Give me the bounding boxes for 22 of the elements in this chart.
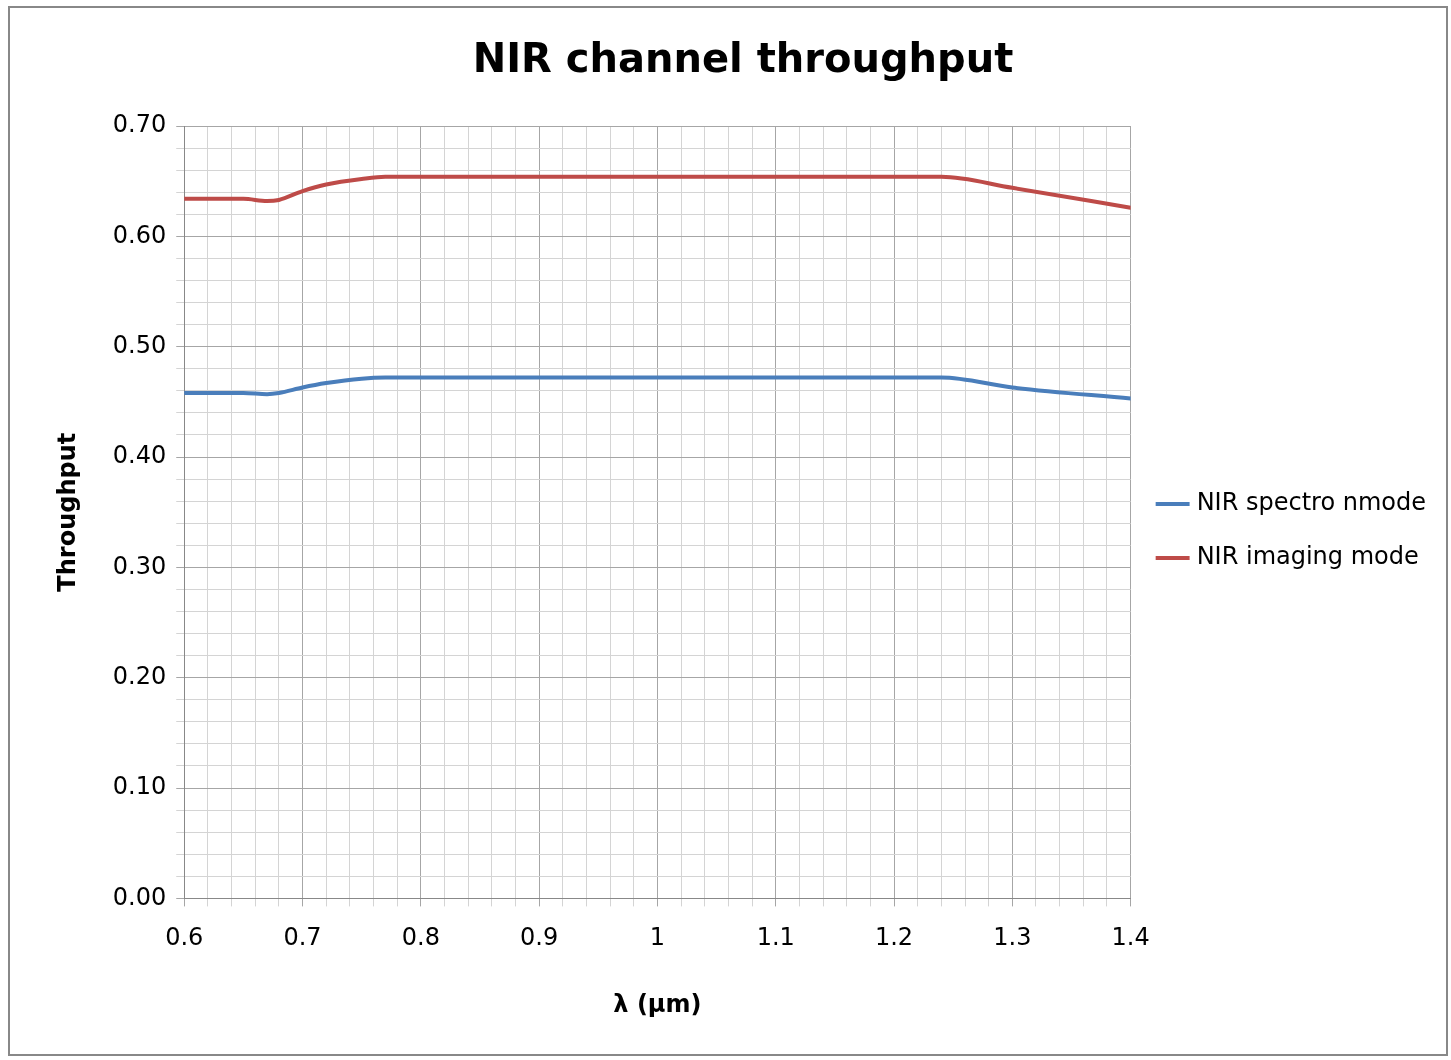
x-tick-label: 1 (649, 923, 666, 952)
x-tick-label: 0.8 (401, 923, 440, 952)
x-tick-label: 1.4 (1111, 923, 1150, 952)
y-tick-label: 0.60 (112, 220, 167, 249)
x-tick-label: 1.3 (993, 923, 1032, 952)
x-tick-label: 1.2 (874, 923, 914, 952)
y-tick-label: 0.30 (112, 551, 167, 580)
y-tick-label: 0.70 (112, 110, 167, 139)
x-tick-label: 0.6 (165, 923, 204, 952)
x-tick-label: 1.1 (756, 923, 795, 952)
x-tick-label: 0.7 (283, 923, 322, 952)
y-tick-label: 0.40 (112, 441, 167, 470)
legend-label: NIR spectro nmode (1196, 488, 1426, 517)
y-tick-label: 0.20 (112, 661, 167, 690)
chart-title: NIR channel throughput (472, 35, 1014, 82)
y-tick-label: 0.00 (112, 882, 167, 911)
y-axis-title: Throughput (52, 432, 81, 592)
x-tick-label: 0.9 (520, 923, 559, 952)
legend-label: NIR imaging mode (1196, 542, 1419, 571)
y-tick-label: 0.50 (112, 330, 167, 359)
y-tick-label: 0.10 (112, 772, 167, 801)
x-axis-title: λ (µm) (613, 989, 702, 1018)
